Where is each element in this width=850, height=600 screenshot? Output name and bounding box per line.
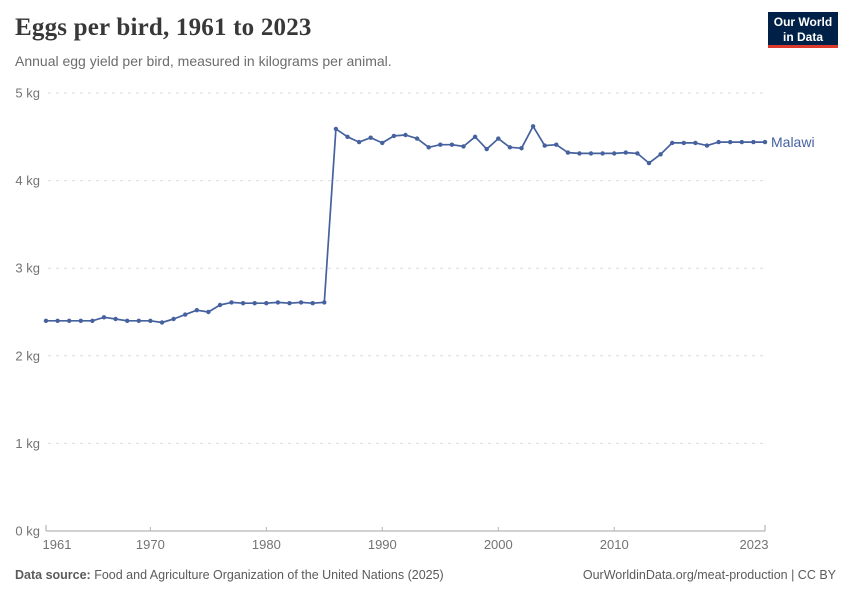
data-point-malawi-2002[interactable] (519, 146, 524, 151)
data-point-malawi-1982[interactable] (287, 301, 292, 306)
x-axis-label-1970: 1970 (136, 537, 165, 552)
data-point-malawi-1971[interactable] (159, 320, 165, 325)
data-point-malawi-2006[interactable] (565, 150, 571, 155)
data-point-malawi-1997[interactable] (461, 144, 466, 149)
owid-logo-line2: in Data (782, 29, 823, 44)
data-point-malawi-2003[interactable] (530, 124, 536, 129)
y-axis-label-5kg: 5 kg (15, 86, 40, 101)
x-axis-label-1990: 1990 (368, 537, 397, 552)
data-point-malawi-1989[interactable] (368, 135, 373, 140)
data-point-malawi-1966[interactable] (101, 315, 107, 320)
data-point-malawi-1998[interactable] (472, 134, 478, 139)
chart-footer: Data source: Food and Agriculture Organi… (15, 568, 836, 582)
series-line-malawi[interactable] (45, 125, 766, 324)
data-point-malawi-1977[interactable] (229, 300, 234, 305)
x-axis-label-2023: 2023 (740, 537, 769, 552)
data-point-malawi-1974[interactable] (194, 308, 199, 313)
data-source-label: Data source: (15, 568, 91, 582)
data-point-malawi-1985[interactable] (322, 300, 327, 305)
data-point-malawi-1994[interactable] (426, 145, 431, 150)
data-point-malawi-2010[interactable] (612, 151, 617, 156)
data-point-malawi-2023[interactable] (762, 139, 768, 145)
data-point-malawi-2001[interactable] (507, 145, 513, 150)
data-source-text: Food and Agriculture Organization of the… (90, 568, 444, 582)
owid-logo-line1: Our World (773, 15, 833, 29)
data-point-malawi-1978[interactable] (240, 301, 246, 306)
data-point-malawi-2012[interactable] (635, 151, 640, 156)
data-point-malawi-1980[interactable] (264, 301, 269, 306)
data-point-malawi-1963[interactable] (67, 318, 72, 323)
data-point-malawi-2022[interactable] (751, 139, 756, 145)
data-point-malawi-1999[interactable] (484, 146, 489, 152)
data-point-malawi-2020[interactable] (728, 139, 733, 145)
data-point-malawi-1969[interactable] (136, 318, 141, 323)
data-point-malawi-2021[interactable] (739, 139, 744, 145)
owid-logo[interactable]: Our World in Data (768, 12, 838, 48)
y-axis-label-2kg: 2 kg (15, 348, 40, 363)
data-point-malawi-1968[interactable] (125, 318, 130, 323)
data-point-malawi-2018[interactable] (704, 143, 710, 148)
data-point-malawi-1991[interactable] (391, 133, 397, 139)
data-point-malawi-1988[interactable] (356, 139, 362, 145)
data-point-malawi-2004[interactable] (542, 143, 547, 148)
credit-link[interactable]: OurWorldinData.org/meat-production | CC … (582, 568, 836, 582)
x-axis-label-1961: 1961 (43, 537, 72, 552)
data-point-malawi-2009[interactable] (600, 151, 605, 156)
data-point-malawi-1981[interactable] (275, 300, 281, 305)
chart-subtitle: Annual egg yield per bird, measured in k… (15, 53, 392, 69)
data-point-malawi-1990[interactable] (380, 140, 385, 146)
data-point-malawi-1987[interactable] (345, 134, 350, 139)
data-point-malawi-2015[interactable] (670, 140, 675, 146)
data-point-malawi-1973[interactable] (183, 312, 188, 317)
series-label-malawi[interactable]: Malawi (771, 134, 815, 150)
data-point-malawi-2017[interactable] (693, 140, 698, 146)
y-axis-label-4kg: 4 kg (15, 173, 40, 188)
data-point-malawi-1961[interactable] (43, 318, 49, 323)
data-point-malawi-1995[interactable] (438, 142, 443, 147)
data-point-malawi-2013[interactable] (646, 160, 652, 166)
data-point-malawi-1984[interactable] (310, 301, 315, 306)
data-point-malawi-2007[interactable] (577, 151, 582, 156)
data-point-malawi-1993[interactable] (414, 136, 420, 141)
data-point-malawi-2016[interactable] (681, 140, 686, 146)
x-axis-label-2010: 2010 (600, 537, 629, 552)
data-point-malawi-2014[interactable] (658, 152, 663, 157)
data-point-malawi-1964[interactable] (78, 318, 84, 323)
data-point-malawi-1992[interactable] (403, 132, 408, 138)
data-point-malawi-2008[interactable] (588, 151, 594, 156)
data-point-malawi-1962[interactable] (55, 318, 60, 323)
data-point-malawi-1965[interactable] (90, 318, 95, 323)
data-point-malawi-1970[interactable] (148, 318, 153, 323)
data-point-malawi-2011[interactable] (623, 150, 628, 155)
data-point-malawi-1975[interactable] (206, 309, 211, 315)
y-axis-label-3kg: 3 kg (15, 261, 40, 276)
data-point-malawi-1967[interactable] (113, 316, 118, 322)
data-point-malawi-2005[interactable] (554, 142, 559, 147)
data-point-malawi-2000[interactable] (496, 136, 501, 141)
data-point-malawi-2019[interactable] (716, 139, 721, 145)
data-point-malawi-1976[interactable] (217, 302, 223, 308)
data-point-malawi-1986[interactable] (333, 126, 339, 132)
data-point-malawi-1996[interactable] (449, 142, 455, 147)
data-point-malawi-1972[interactable] (171, 316, 176, 322)
x-axis-label-2000: 2000 (484, 537, 513, 552)
data-source-note: Data source: Food and Agriculture Organi… (15, 568, 444, 582)
y-axis-label-0kg: 0 kg (15, 524, 40, 539)
data-point-malawi-1983[interactable] (298, 300, 304, 305)
page-title: Eggs per bird, 1961 to 2023 (15, 14, 312, 41)
y-axis-label-1kg: 1 kg (15, 436, 40, 451)
x-axis-label-1980: 1980 (252, 537, 281, 552)
data-point-malawi-1979[interactable] (252, 301, 257, 306)
